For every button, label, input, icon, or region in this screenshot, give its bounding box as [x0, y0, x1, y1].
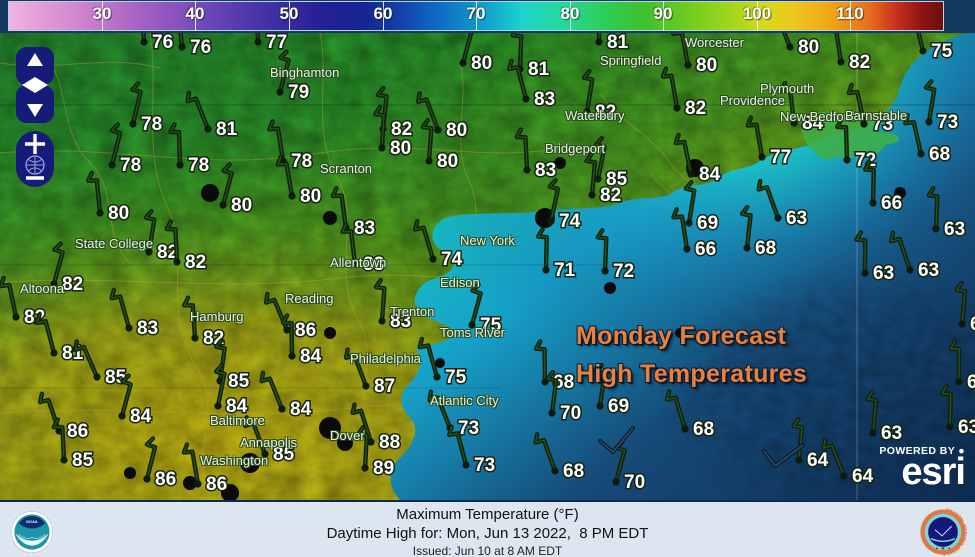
svg-text:NOAA: NOAA: [26, 520, 38, 524]
